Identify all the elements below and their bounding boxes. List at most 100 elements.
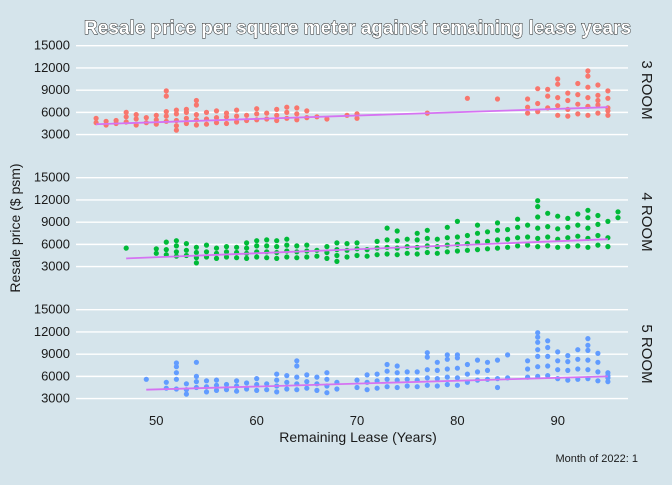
data-point [545,338,551,344]
data-point [203,378,210,384]
data-point [223,110,230,116]
data-point [274,244,280,250]
data-point [585,215,591,221]
facet-strip-label: 3 ROOM [638,60,655,119]
data-point [585,244,591,250]
data-point [324,390,330,396]
data-point [324,370,330,376]
data-point [535,330,541,336]
data-point [143,376,149,382]
data-point [384,368,390,374]
data-point [565,377,571,383]
data-point [394,384,400,391]
data-point [525,366,531,372]
data-point [234,388,240,394]
data-point [274,255,280,261]
data-point [615,209,621,215]
data-point [244,255,250,261]
data-point [344,254,350,260]
data-point [545,86,551,92]
data-point [254,238,260,244]
data-point [193,112,199,118]
data-point [123,114,129,120]
data-point [244,380,250,386]
x-tick-label: 80 [450,413,464,428]
y-tick-label: 12000 [34,60,70,75]
data-point [565,90,571,96]
data-point [163,247,169,253]
data-point [234,244,240,250]
data-point [143,115,149,121]
data-point [103,118,109,124]
data-point [173,364,179,370]
data-point [344,241,350,247]
data-point [414,251,420,257]
data-point [444,249,450,255]
data-point [575,356,581,362]
data-point [324,244,330,250]
data-point [223,254,230,260]
data-point [223,114,230,120]
y-tick-label: 3000 [41,259,70,274]
data-point [153,246,159,252]
data-point [565,367,571,373]
data-point [183,247,189,253]
data-point [153,117,159,123]
data-point [555,213,561,219]
x-tick-label: 70 [350,413,364,428]
data-point [183,106,189,112]
data-point [384,361,390,368]
data-point [545,353,551,359]
data-point [414,237,420,243]
data-point [605,95,611,101]
data-point [384,225,390,231]
data-point [223,244,230,250]
x-axis-ticks: 50 60 70 80 90 [149,413,565,428]
data-point [183,381,189,387]
data-point [264,237,270,243]
data-point [203,389,210,395]
data-point [565,113,571,119]
data-point [133,112,139,118]
data-point [575,101,581,107]
data-point [615,215,621,221]
data-point [605,112,611,118]
data-point [274,377,280,383]
data-point [274,238,280,244]
data-point [294,117,300,123]
data-point [535,214,541,220]
data-point [585,357,591,363]
data-point [494,237,501,243]
data-point [585,68,591,74]
data-point [213,255,220,261]
data-point [284,236,290,242]
data-point [444,366,450,372]
data-point [123,245,129,251]
data-point [484,238,491,244]
data-point [364,253,370,259]
data-point [575,80,581,87]
data-point [203,242,210,248]
data-point [384,376,390,382]
data-point [334,240,340,246]
data-point [284,104,290,110]
data-point [444,235,450,241]
data-point [254,111,260,117]
data-point [264,243,270,249]
data-point [434,367,440,373]
data-point [294,243,300,249]
y-tick-label: 15000 [34,38,70,53]
data-point [535,244,541,250]
data-point [324,255,330,261]
data-point [93,115,99,121]
data-point [394,252,400,258]
data-point [304,385,310,391]
data-point [163,113,169,119]
data-point [193,244,199,250]
data-point [515,235,521,241]
data-point [414,230,420,236]
data-point [595,378,601,384]
data-point [244,240,250,246]
data-point [575,211,581,217]
